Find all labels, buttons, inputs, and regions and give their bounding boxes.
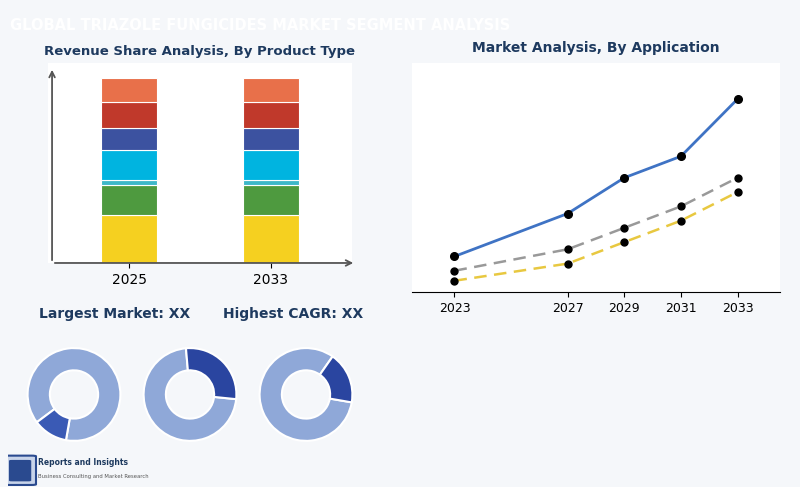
Bar bbox=[101, 78, 158, 102]
Bar bbox=[101, 102, 158, 128]
Wedge shape bbox=[37, 409, 70, 440]
Wedge shape bbox=[260, 348, 352, 441]
Bar bbox=[242, 102, 299, 128]
Text: Highest CAGR: XX: Highest CAGR: XX bbox=[222, 307, 363, 321]
Bar bbox=[242, 78, 299, 102]
FancyBboxPatch shape bbox=[5, 456, 36, 485]
Bar bbox=[242, 150, 299, 180]
FancyBboxPatch shape bbox=[10, 461, 30, 481]
Wedge shape bbox=[320, 356, 352, 402]
Bar bbox=[101, 128, 158, 150]
Title: Market Analysis, By Application: Market Analysis, By Application bbox=[472, 41, 720, 55]
Bar bbox=[242, 128, 299, 150]
Bar bbox=[101, 150, 158, 180]
Bar bbox=[242, 186, 299, 215]
Text: Business Consulting and Market Research: Business Consulting and Market Research bbox=[38, 474, 149, 479]
Text: Largest Market: XX: Largest Market: XX bbox=[38, 307, 190, 321]
Bar bbox=[101, 186, 158, 215]
Text: Reports and Insights: Reports and Insights bbox=[38, 458, 128, 467]
Wedge shape bbox=[144, 348, 236, 441]
Wedge shape bbox=[186, 348, 236, 399]
Bar bbox=[101, 180, 158, 186]
Wedge shape bbox=[28, 348, 120, 441]
Bar bbox=[101, 215, 158, 263]
Bar bbox=[242, 215, 299, 263]
Title: Revenue Share Analysis, By Product Type: Revenue Share Analysis, By Product Type bbox=[45, 45, 355, 58]
Bar bbox=[242, 180, 299, 186]
Text: GLOBAL TRIAZOLE FUNGICIDES MARKET SEGMENT ANALYSIS: GLOBAL TRIAZOLE FUNGICIDES MARKET SEGMEN… bbox=[10, 18, 510, 33]
